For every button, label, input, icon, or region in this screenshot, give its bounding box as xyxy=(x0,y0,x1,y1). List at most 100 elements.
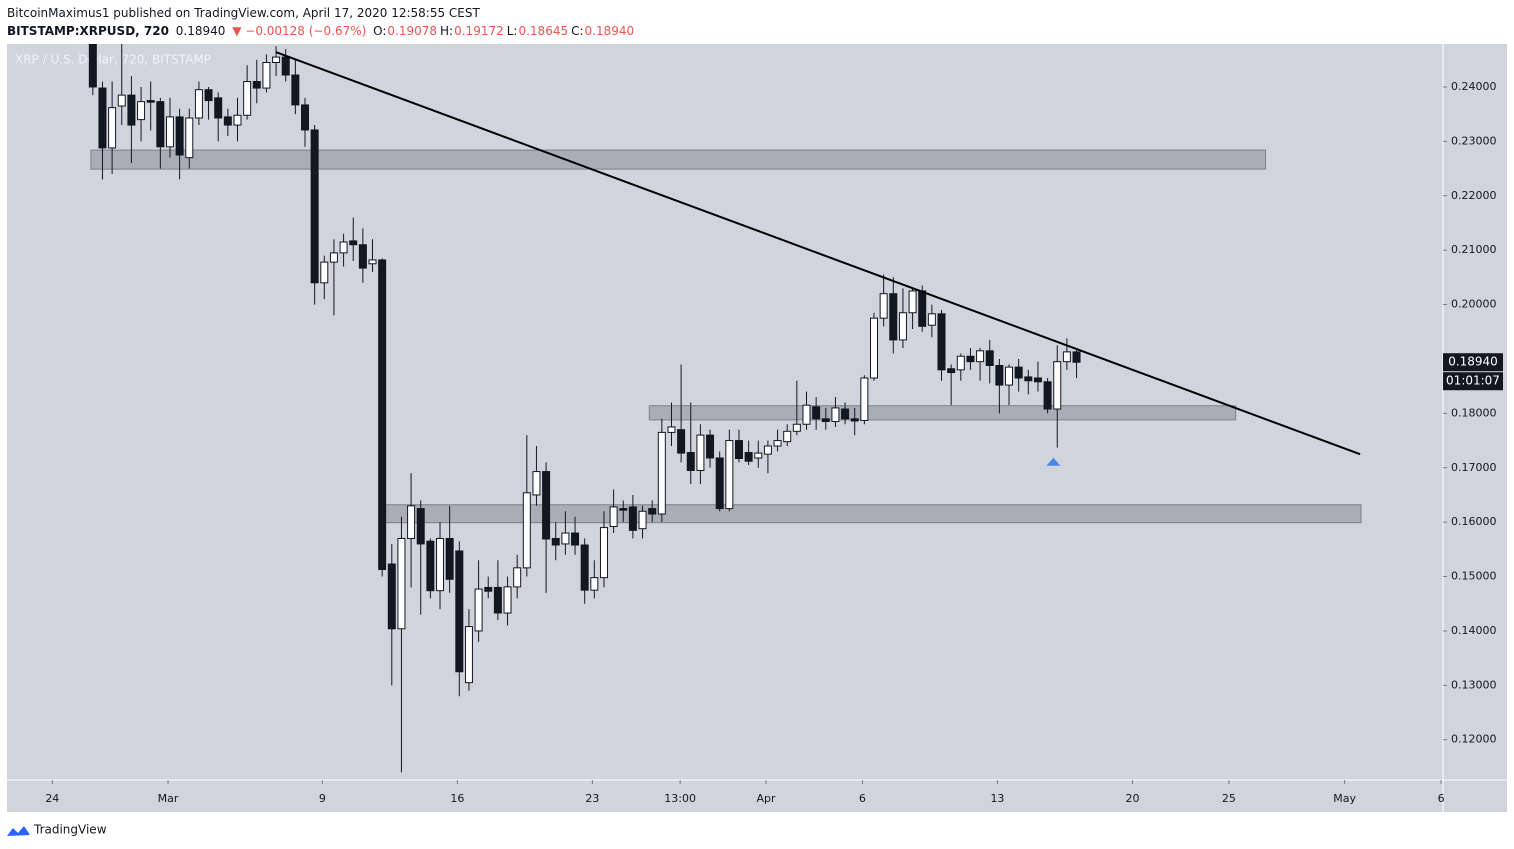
x-tick-label: May xyxy=(1333,792,1356,805)
candle-body xyxy=(628,506,637,531)
candle-body xyxy=(243,81,252,116)
candle-body xyxy=(648,508,657,515)
candle-body xyxy=(879,293,888,319)
x-tick-label: 13:00 xyxy=(664,792,696,805)
candle-body xyxy=(397,537,406,630)
candle-body xyxy=(339,241,348,254)
candle-body xyxy=(108,107,117,149)
candle-body xyxy=(281,56,290,76)
ohlc-label: O: xyxy=(373,24,387,38)
x-tick-label: 24 xyxy=(45,792,59,805)
candle-body xyxy=(387,563,396,630)
ohlc-label: C: xyxy=(571,24,584,38)
candle-body xyxy=(455,550,464,673)
chart-title: XRP / U.S. Dollar, 720, BITSTAMP xyxy=(15,53,211,67)
candle-body xyxy=(522,492,531,569)
candle-body xyxy=(812,406,821,420)
candle-body xyxy=(783,430,792,443)
candle-body xyxy=(619,508,628,511)
ohlc-value: 0.18940 xyxy=(584,24,635,38)
candle-body xyxy=(744,452,753,462)
candle-body xyxy=(1062,351,1071,363)
candle-body xyxy=(1024,376,1033,382)
candle-body xyxy=(860,377,869,421)
candle-body xyxy=(706,434,715,459)
ohlc-value: 0.19172 xyxy=(454,24,504,38)
candle-body xyxy=(638,510,647,530)
candle-body xyxy=(445,537,454,580)
last-price-box xyxy=(1443,353,1503,372)
y-tick-label: 0.21000 xyxy=(1451,243,1497,256)
zone xyxy=(90,149,1267,170)
symbol: BITSTAMP:XRPUSD, 720 xyxy=(7,24,169,38)
x-tick-label: 13 xyxy=(990,792,1004,805)
candle-body xyxy=(792,423,801,432)
candle-body xyxy=(677,429,686,454)
change: ▼ −0.00128 (−0.67%) xyxy=(232,24,367,38)
candle-body xyxy=(667,426,676,433)
candle-body xyxy=(580,544,589,591)
candle-body xyxy=(773,440,782,447)
candle-body xyxy=(821,418,830,423)
x-tick-label: 25 xyxy=(1222,792,1236,805)
candle-body xyxy=(1072,351,1081,363)
candle-body xyxy=(127,94,136,126)
x-tick-label: 23 xyxy=(585,792,599,805)
candle-body xyxy=(252,81,261,89)
candle-body xyxy=(995,364,1004,386)
candle-body xyxy=(763,445,772,455)
candle-body xyxy=(976,350,985,363)
y-tick-label: 0.16000 xyxy=(1451,515,1497,528)
price: 0.18940 xyxy=(175,24,226,38)
candle-body xyxy=(503,586,512,614)
candle-body xyxy=(937,313,946,371)
candle-body xyxy=(850,418,859,422)
candle-body xyxy=(464,626,473,684)
candle-body xyxy=(88,44,97,88)
chart-background xyxy=(7,44,1507,812)
candle-body xyxy=(599,527,608,579)
y-tick-label: 0.12000 xyxy=(1451,733,1497,746)
y-tick-label: 0.18000 xyxy=(1451,406,1497,419)
y-tick-label: 0.14000 xyxy=(1451,624,1497,637)
candle-body xyxy=(686,452,695,471)
candle-body xyxy=(870,317,879,379)
candle-body xyxy=(956,355,965,371)
zone xyxy=(648,405,1237,421)
candle-body xyxy=(985,350,994,366)
x-tick-label: 20 xyxy=(1125,792,1139,805)
candle-body xyxy=(349,240,358,246)
candle-body xyxy=(175,116,184,156)
candle-body xyxy=(137,101,146,121)
y-tick-label: 0.24000 xyxy=(1451,80,1497,93)
candle-body xyxy=(802,404,811,425)
candle-body xyxy=(841,408,850,420)
candle-body xyxy=(368,259,377,265)
candle-body xyxy=(908,290,917,314)
candle-body xyxy=(966,355,975,363)
candle-body xyxy=(262,61,271,89)
countdown-box xyxy=(1443,372,1503,391)
candle-body xyxy=(358,244,367,269)
candle-body xyxy=(551,537,560,546)
publish-line: BitcoinMaximus1 published on TradingView… xyxy=(7,6,480,20)
ohlc: O:0.19078 H:0.19172 L:0.18645 C:0.18940 xyxy=(373,24,637,38)
candle-body xyxy=(918,290,927,327)
candle-body xyxy=(715,457,724,510)
y-tick-label: 0.20000 xyxy=(1451,298,1497,311)
y-tick-label: 0.17000 xyxy=(1451,461,1497,474)
candle-body xyxy=(696,434,705,471)
candle-body xyxy=(416,508,425,545)
x-tick-label: Mar xyxy=(158,792,179,805)
ohlc-label: L: xyxy=(506,24,518,38)
candle-body xyxy=(831,407,840,423)
candle-body xyxy=(204,89,213,102)
candle-body xyxy=(426,540,435,592)
ohlc-value: 0.18645 xyxy=(518,24,569,38)
y-tick-label: 0.15000 xyxy=(1451,570,1497,583)
candle-body xyxy=(898,312,907,341)
candle-body xyxy=(754,452,763,459)
candle-body xyxy=(320,261,329,284)
